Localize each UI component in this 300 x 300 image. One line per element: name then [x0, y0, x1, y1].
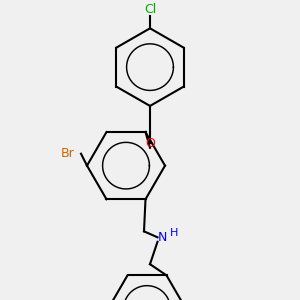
Text: N: N — [157, 231, 167, 244]
Text: H: H — [170, 228, 178, 238]
Text: Cl: Cl — [144, 3, 156, 16]
Text: Br: Br — [61, 147, 75, 160]
Text: O: O — [145, 137, 155, 150]
